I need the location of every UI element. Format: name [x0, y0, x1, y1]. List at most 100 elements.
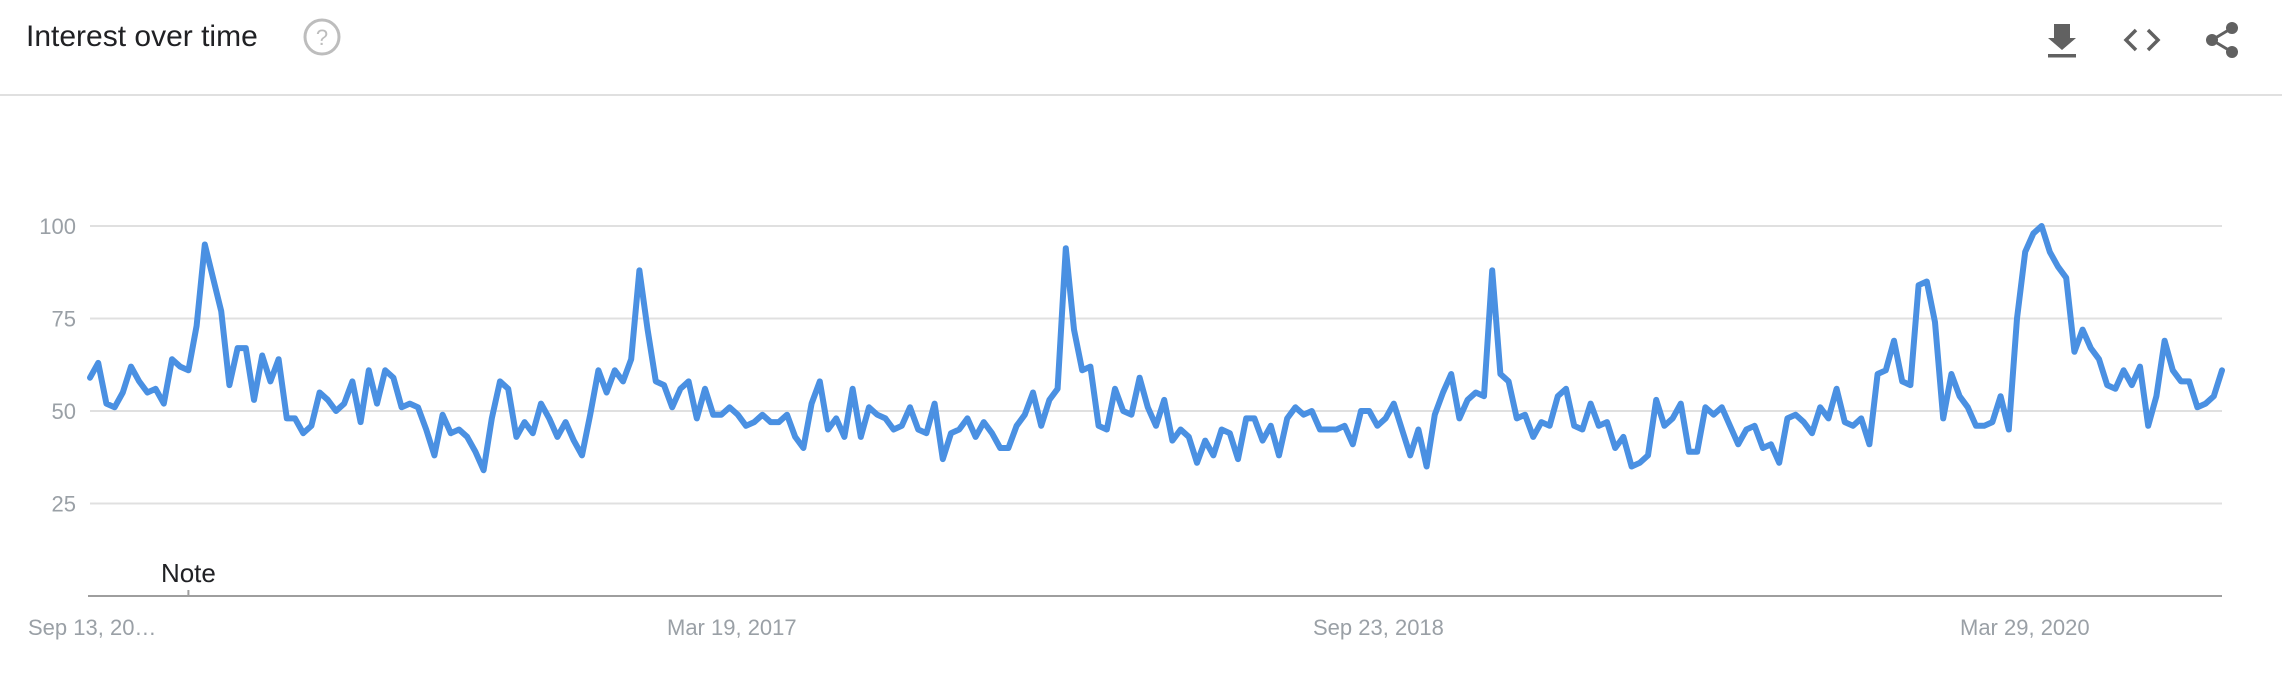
- data-point[interactable]: [1473, 390, 1479, 396]
- data-point[interactable]: [661, 382, 667, 388]
- data-point[interactable]: [973, 434, 979, 440]
- data-point[interactable]: [2137, 364, 2143, 370]
- data-point[interactable]: [1014, 423, 1020, 429]
- data-point[interactable]: [1620, 434, 1626, 440]
- data-point[interactable]: [1670, 415, 1676, 421]
- data-point[interactable]: [2112, 386, 2118, 392]
- data-point[interactable]: [1891, 338, 1897, 344]
- data-point[interactable]: [1005, 445, 1011, 451]
- data-point[interactable]: [2186, 378, 2192, 384]
- data-point[interactable]: [1793, 412, 1799, 418]
- data-point[interactable]: [882, 415, 888, 421]
- data-point[interactable]: [964, 415, 970, 421]
- data-point[interactable]: [1055, 386, 1061, 392]
- data-point[interactable]: [1555, 393, 1561, 399]
- data-point[interactable]: [989, 430, 995, 436]
- data-point[interactable]: [2088, 345, 2094, 351]
- data-point[interactable]: [636, 267, 642, 273]
- data-point[interactable]: [645, 327, 651, 333]
- data-point[interactable]: [1219, 427, 1225, 433]
- data-point[interactable]: [144, 390, 150, 396]
- data-point[interactable]: [768, 419, 774, 425]
- data-point[interactable]: [1325, 427, 1331, 433]
- data-point[interactable]: [1333, 427, 1339, 433]
- embed-code-icon[interactable]: [2120, 18, 2164, 62]
- data-point[interactable]: [1202, 438, 1208, 444]
- data-point[interactable]: [1350, 441, 1356, 447]
- data-point[interactable]: [440, 412, 446, 418]
- data-point[interactable]: [1448, 371, 1454, 377]
- help-circle-icon[interactable]: ?: [302, 17, 342, 57]
- data-point[interactable]: [1686, 449, 1692, 455]
- data-point[interactable]: [587, 412, 593, 418]
- data-point[interactable]: [341, 401, 347, 407]
- data-point[interactable]: [120, 390, 126, 396]
- data-point[interactable]: [710, 412, 716, 418]
- data-point[interactable]: [1916, 282, 1922, 288]
- data-point[interactable]: [431, 452, 437, 458]
- data-point[interactable]: [1309, 408, 1315, 414]
- data-point[interactable]: [1063, 245, 1069, 251]
- data-point[interactable]: [522, 419, 528, 425]
- data-point[interactable]: [1604, 419, 1610, 425]
- data-point[interactable]: [481, 467, 487, 473]
- data-point[interactable]: [1407, 452, 1413, 458]
- data-point[interactable]: [604, 390, 610, 396]
- data-point[interactable]: [1235, 456, 1241, 462]
- data-point[interactable]: [1702, 404, 1708, 410]
- data-point[interactable]: [612, 367, 618, 373]
- data-point[interactable]: [1817, 404, 1823, 410]
- data-point[interactable]: [1661, 423, 1667, 429]
- data-point[interactable]: [792, 434, 798, 440]
- data-point[interactable]: [1875, 371, 1881, 377]
- data-point[interactable]: [333, 408, 339, 414]
- data-point[interactable]: [1497, 371, 1503, 377]
- data-point[interactable]: [1366, 408, 1372, 414]
- data-point[interactable]: [899, 423, 905, 429]
- data-point[interactable]: [1563, 386, 1569, 392]
- data-point[interactable]: [2170, 367, 2176, 373]
- data-point[interactable]: [1342, 423, 1348, 429]
- data-point[interactable]: [1128, 412, 1134, 418]
- data-point[interactable]: [1924, 279, 1930, 285]
- data-point[interactable]: [1022, 412, 1028, 418]
- data-point[interactable]: [1965, 404, 1971, 410]
- data-point[interactable]: [1711, 412, 1717, 418]
- data-point[interactable]: [300, 430, 306, 436]
- data-point[interactable]: [489, 415, 495, 421]
- data-point[interactable]: [718, 412, 724, 418]
- data-point[interactable]: [136, 378, 142, 384]
- data-point[interactable]: [1727, 423, 1733, 429]
- data-point[interactable]: [1227, 430, 1233, 436]
- data-point[interactable]: [210, 275, 216, 281]
- data-point[interactable]: [267, 378, 273, 384]
- data-point[interactable]: [390, 375, 396, 381]
- data-point[interactable]: [997, 445, 1003, 451]
- data-point[interactable]: [2121, 367, 2127, 373]
- data-point[interactable]: [1096, 423, 1102, 429]
- data-point[interactable]: [2014, 316, 2020, 322]
- data-point[interactable]: [128, 364, 134, 370]
- data-point[interactable]: [1825, 415, 1831, 421]
- data-point[interactable]: [382, 367, 388, 373]
- data-point[interactable]: [325, 397, 331, 403]
- data-point[interactable]: [1866, 441, 1872, 447]
- data-point[interactable]: [1145, 404, 1151, 410]
- data-point[interactable]: [1276, 452, 1282, 458]
- data-point[interactable]: [2055, 264, 2061, 270]
- data-point[interactable]: [554, 434, 560, 440]
- data-point[interactable]: [1489, 267, 1495, 273]
- data-point[interactable]: [1768, 441, 1774, 447]
- data-point[interactable]: [1432, 412, 1438, 418]
- data-point[interactable]: [1547, 423, 1553, 429]
- data-point[interactable]: [1284, 415, 1290, 421]
- data-point[interactable]: [1834, 386, 1840, 392]
- data-point[interactable]: [95, 360, 101, 366]
- data-point[interactable]: [1038, 423, 1044, 429]
- data-point[interactable]: [1694, 449, 1700, 455]
- data-point[interactable]: [2162, 338, 2168, 344]
- data-point[interactable]: [1522, 412, 1528, 418]
- data-point[interactable]: [1374, 423, 1380, 429]
- data-point[interactable]: [1998, 393, 2004, 399]
- data-point[interactable]: [2080, 327, 2086, 333]
